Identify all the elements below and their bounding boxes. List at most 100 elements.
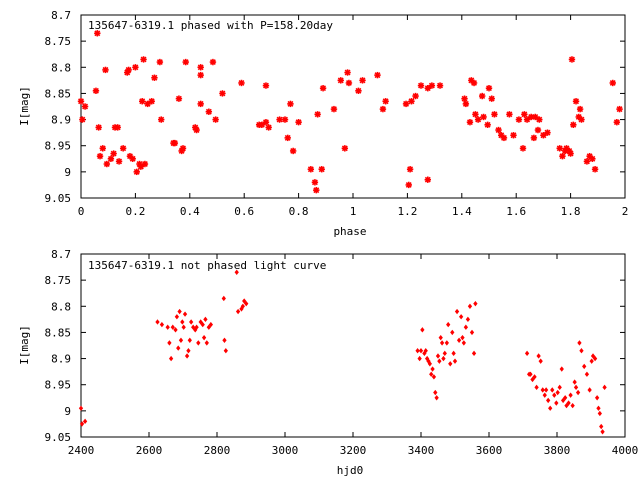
point-stroke <box>314 111 321 118</box>
data-point <box>543 387 549 393</box>
data-point <box>465 316 471 323</box>
y-tick-label: 8.9 <box>51 114 71 127</box>
data-point <box>209 58 217 66</box>
point-stroke <box>318 166 325 173</box>
x-tick-label: 0.6 <box>234 205 254 218</box>
x-tick-label: 3600 <box>476 444 503 457</box>
point-stroke <box>475 116 482 123</box>
data-point <box>602 384 607 391</box>
data-point <box>495 126 502 134</box>
point-stroke <box>78 98 84 105</box>
data-point <box>567 150 574 157</box>
point-stroke <box>577 106 584 113</box>
data-point <box>355 87 362 95</box>
point-stroke <box>197 64 204 71</box>
data-point <box>198 319 203 325</box>
data-point <box>471 350 477 357</box>
y-tick-label: 8.75 <box>45 35 72 48</box>
data-point <box>536 353 541 359</box>
x-tick-label: 1.2 <box>397 205 417 218</box>
data-point <box>442 350 447 357</box>
point-stroke <box>136 161 143 167</box>
data-point <box>484 121 491 128</box>
data-point <box>125 66 132 74</box>
point-stroke <box>132 64 139 71</box>
data-point <box>519 145 527 152</box>
point-stroke <box>530 134 537 141</box>
point-stroke <box>575 113 582 120</box>
point-stroke <box>520 145 526 152</box>
data-point <box>462 100 470 108</box>
point-stroke <box>148 98 155 105</box>
point-stroke <box>428 82 435 89</box>
data-point <box>550 387 555 393</box>
data-point <box>450 329 455 336</box>
data-point <box>417 82 425 89</box>
point-stroke <box>313 187 320 194</box>
y-tick-label: 9.05 <box>45 192 72 205</box>
point-stroke <box>92 87 99 94</box>
data-point <box>554 400 559 406</box>
point-stroke <box>484 121 491 128</box>
data-point <box>448 361 453 367</box>
data-point <box>402 100 410 108</box>
x-tick-label: 2600 <box>136 444 163 457</box>
data-point <box>110 150 117 157</box>
point-stroke <box>403 100 410 107</box>
data-point <box>576 105 584 113</box>
data-point <box>222 337 227 343</box>
point-stroke <box>466 119 473 126</box>
data-point <box>437 358 442 364</box>
data-point <box>418 348 424 354</box>
unphased-ticks: 2400 2600 2800 3000 3200 3400 3600 3800 4000 8.7 8… <box>45 248 639 457</box>
data-point <box>238 79 245 87</box>
point-stroke <box>265 124 272 131</box>
point-stroke <box>462 100 469 107</box>
data-point <box>205 108 213 115</box>
data-point <box>276 116 283 123</box>
data-point <box>156 58 164 66</box>
y-tick-label: 8.8 <box>51 61 71 74</box>
point-stroke <box>498 132 505 139</box>
data-point <box>359 77 366 84</box>
data-point <box>234 269 239 275</box>
data-point <box>408 98 415 105</box>
data-point <box>405 181 412 189</box>
point-stroke <box>437 82 444 89</box>
point-stroke <box>592 166 599 173</box>
data-point <box>548 405 553 411</box>
point-stroke <box>515 116 522 123</box>
data-point <box>446 321 451 328</box>
x-tick-label: 0.4 <box>180 205 200 218</box>
data-point <box>406 166 414 173</box>
data-point <box>575 389 581 396</box>
x-tick-label: 3200 <box>340 444 367 457</box>
point-stroke <box>486 85 492 92</box>
data-point <box>570 402 575 409</box>
phased-y-axis-title: I[mag] <box>18 86 31 126</box>
point-stroke <box>219 90 226 97</box>
data-point <box>573 384 579 391</box>
data-point <box>155 319 160 325</box>
x-tick-label: 1.4 <box>452 205 472 218</box>
data-point <box>170 324 175 330</box>
data-point <box>559 366 564 372</box>
point-stroke <box>171 140 178 147</box>
data-point <box>433 389 438 396</box>
data-point <box>77 98 85 105</box>
data-point <box>415 348 420 354</box>
data-point <box>295 118 302 126</box>
data-point <box>566 400 571 406</box>
data-point <box>458 314 464 320</box>
point-stroke <box>212 116 219 123</box>
point-stroke <box>567 150 574 157</box>
data-point <box>583 158 591 165</box>
point-stroke <box>193 127 200 133</box>
data-point <box>582 363 587 370</box>
data-point <box>287 100 294 108</box>
data-point <box>431 374 437 380</box>
data-point <box>242 298 247 304</box>
point-stroke <box>536 116 543 123</box>
data-point <box>592 355 598 362</box>
